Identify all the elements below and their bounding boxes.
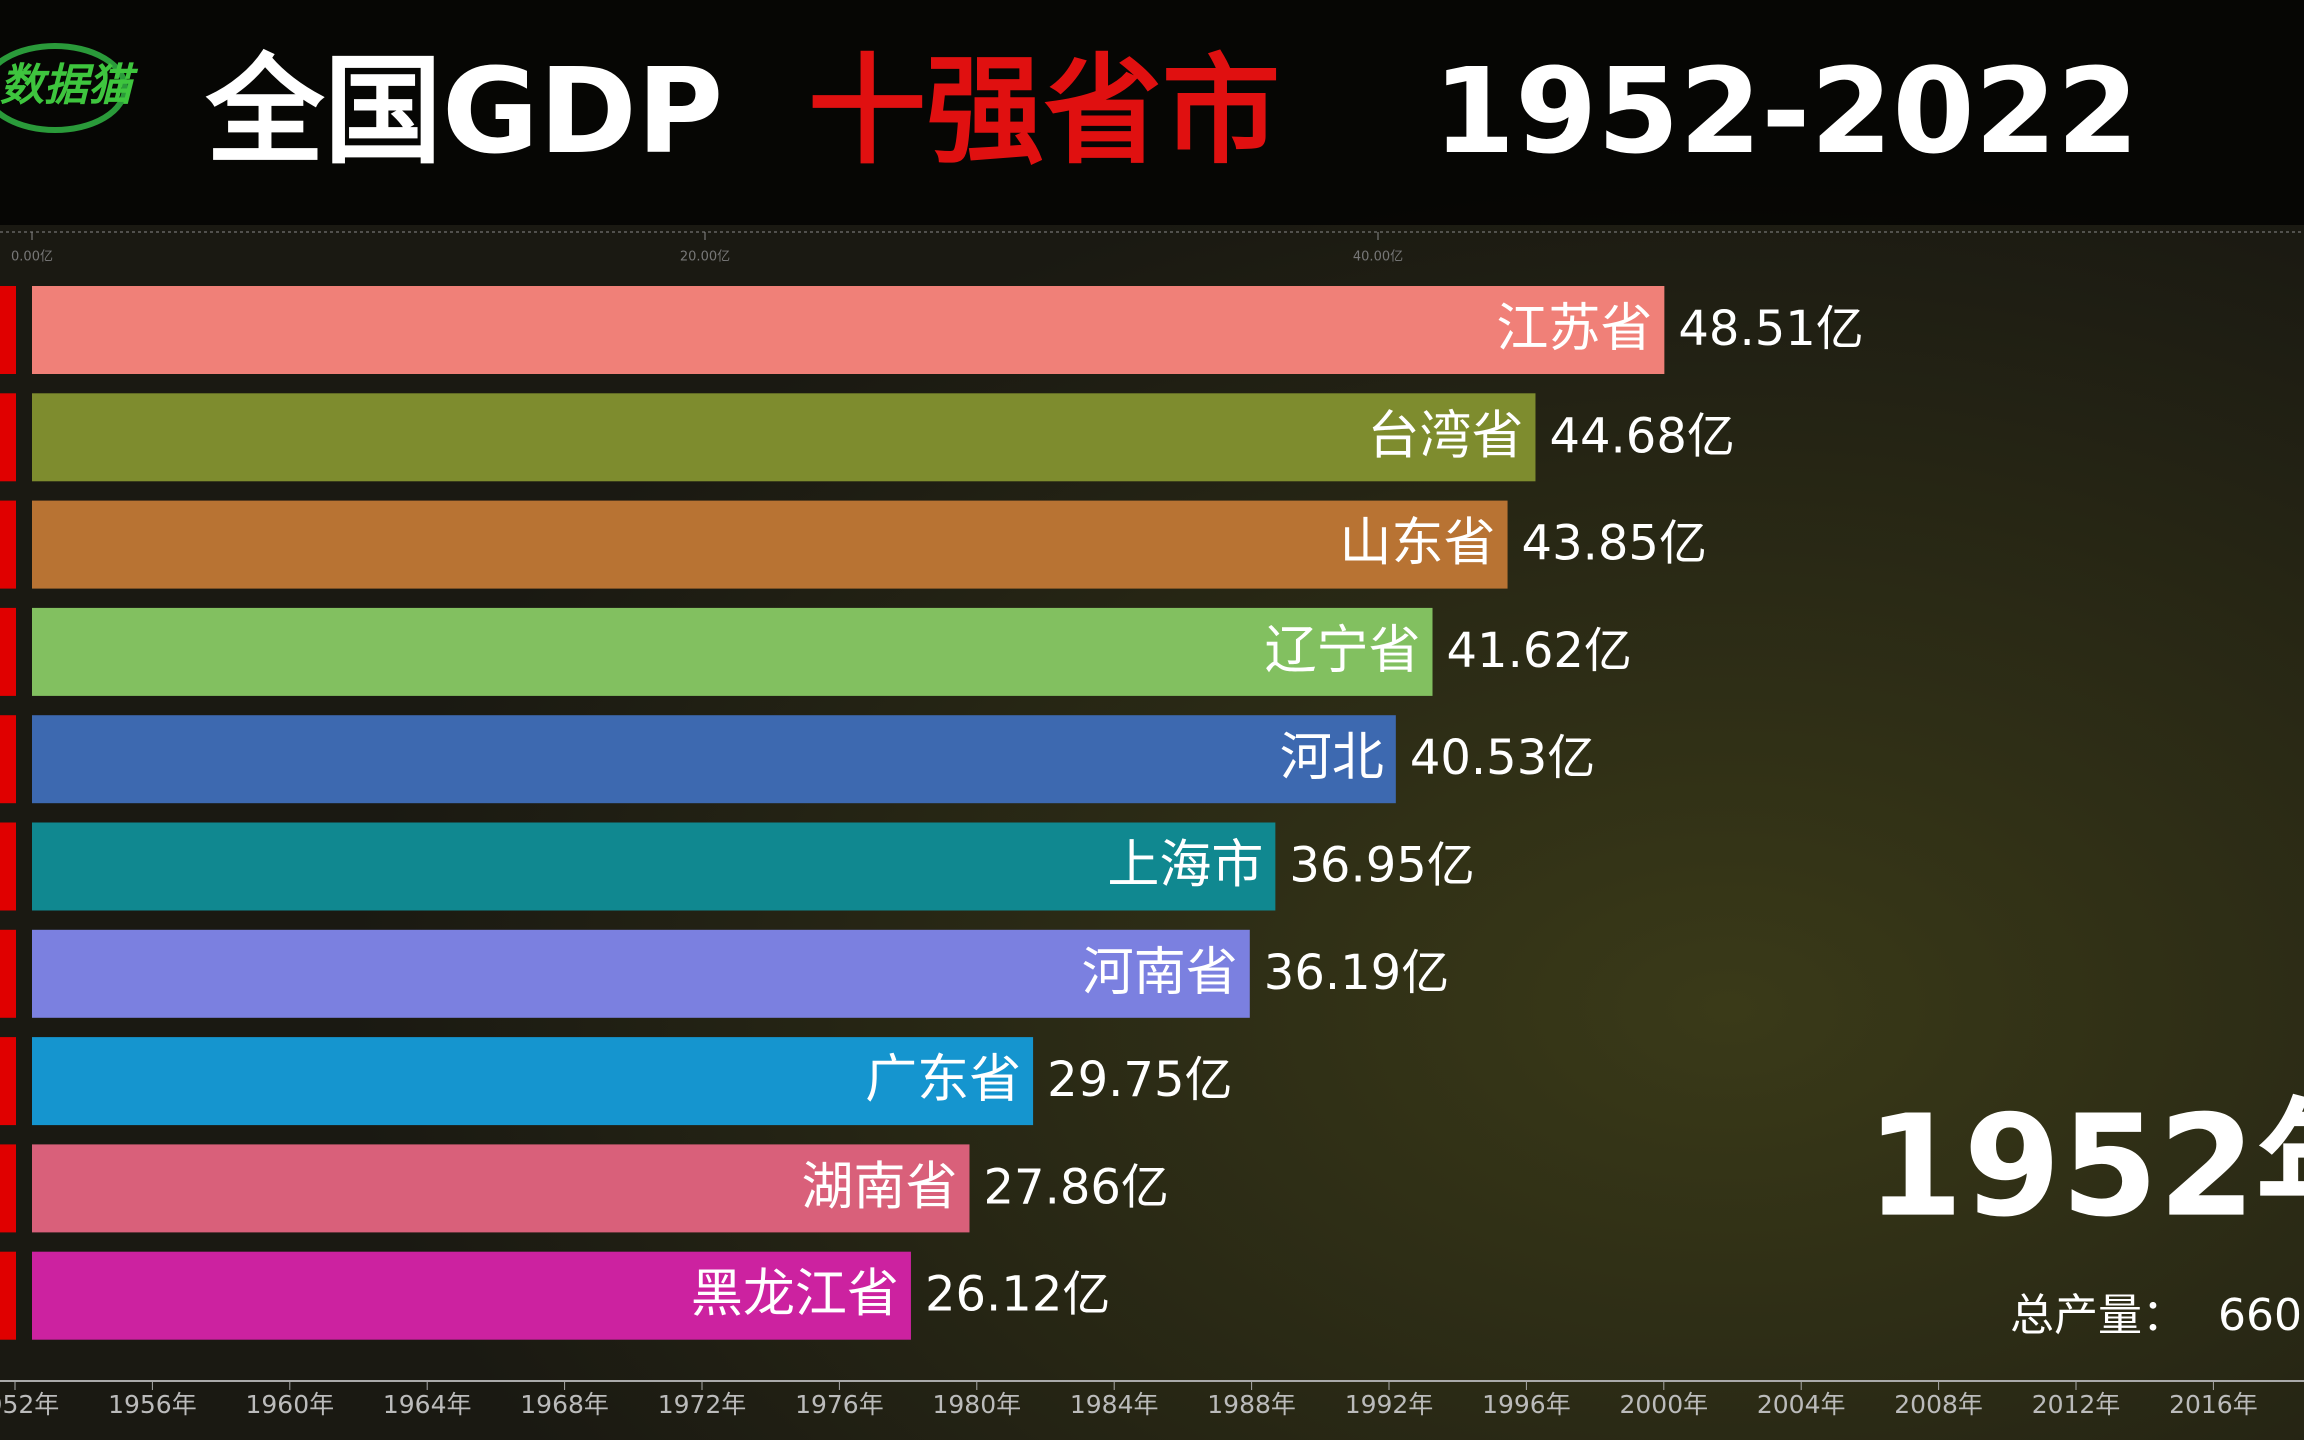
chart-title-range: 1952-2022 <box>1433 42 2139 180</box>
category-label: 湖南省 <box>801 1157 957 1217</box>
category-label: 上海市 <box>1107 836 1263 896</box>
x-tick-label: 20.00亿 <box>680 250 730 265</box>
category-label: 山东省 <box>1340 514 1496 574</box>
category-label: 辽宁省 <box>1264 621 1420 681</box>
value-label: 36.95亿 <box>1289 838 1474 894</box>
timeline-label: 1968年 <box>520 1390 609 1419</box>
bar <box>32 393 1536 482</box>
category-label: 河南省 <box>1082 943 1238 1003</box>
x-tick-label: 0.00亿 <box>11 250 53 265</box>
timeline-label: 1960年 <box>245 1390 334 1419</box>
value-label: 48.51亿 <box>1678 301 1863 357</box>
bar <box>32 286 1665 374</box>
timeline-label: 1972年 <box>658 1390 747 1419</box>
rank-marker <box>0 286 16 374</box>
timeline-label: 2008年 <box>1894 1390 1983 1419</box>
category-label: 台湾省 <box>1367 406 1523 466</box>
timeline-label: 2016年 <box>2169 1390 2258 1419</box>
header-band <box>0 0 2304 225</box>
value-label: 27.86亿 <box>983 1159 1168 1215</box>
timeline-label: 1976年 <box>795 1390 884 1419</box>
total-label: 总产量： <box>2010 1290 2186 1341</box>
bar <box>32 500 1508 589</box>
category-label: 广东省 <box>865 1050 1021 1110</box>
rank-marker <box>0 500 16 589</box>
logo: 数据猫 <box>0 60 139 111</box>
timeline-label: 1956年 <box>108 1390 197 1419</box>
rank-marker <box>0 929 16 1018</box>
logo-ring <box>0 43 128 133</box>
rank-marker <box>0 1037 16 1126</box>
bar <box>32 822 1276 911</box>
bar <box>32 607 1433 696</box>
bar <box>32 715 1396 804</box>
bar <box>32 1251 911 1340</box>
current-year: 1952年 <box>1866 1086 2304 1249</box>
value-label: 36.19亿 <box>1264 945 1449 1001</box>
bar <box>32 929 1250 1018</box>
value-label: 44.68亿 <box>1549 408 1734 464</box>
category-label: 黑龙江省 <box>691 1265 899 1325</box>
value-label: 29.75亿 <box>1047 1052 1232 1108</box>
timeline-label: 2000年 <box>1619 1390 1708 1419</box>
x-tick-label: 40.00亿 <box>1353 250 1403 265</box>
timeline-label: 1988年 <box>1207 1390 1296 1419</box>
rank-marker <box>0 1251 16 1340</box>
rank-marker <box>0 1144 16 1233</box>
timeline-label: 2004年 <box>1757 1390 1846 1419</box>
total-value: 660. <box>2218 1290 2304 1341</box>
timeline-label: 2012年 <box>2032 1390 2121 1419</box>
rank-marker <box>0 393 16 482</box>
timeline-label: 1984年 <box>1070 1390 1159 1419</box>
timeline-label: 1992年 <box>1345 1390 1434 1419</box>
value-label: 41.62亿 <box>1447 623 1632 679</box>
category-label: 河北 <box>1280 728 1384 788</box>
timeline-label: 1952年 <box>0 1390 59 1419</box>
value-label: 40.53亿 <box>1410 730 1595 786</box>
timeline-label: 1980年 <box>932 1390 1021 1419</box>
category-label: 江苏省 <box>1496 299 1652 359</box>
bar <box>32 1037 1034 1126</box>
rank-marker <box>0 715 16 804</box>
bar <box>32 1144 970 1233</box>
timeline-label: 1964年 <box>383 1390 472 1419</box>
rank-marker <box>0 607 16 696</box>
chart-title: 全国GDP <box>205 42 723 180</box>
value-label: 43.85亿 <box>1522 516 1707 572</box>
rank-marker <box>0 822 16 911</box>
chart-title-highlight: 十强省市 <box>808 42 1280 180</box>
timeline-label: 1996年 <box>1482 1390 1571 1419</box>
value-label: 26.12亿 <box>925 1267 1110 1323</box>
